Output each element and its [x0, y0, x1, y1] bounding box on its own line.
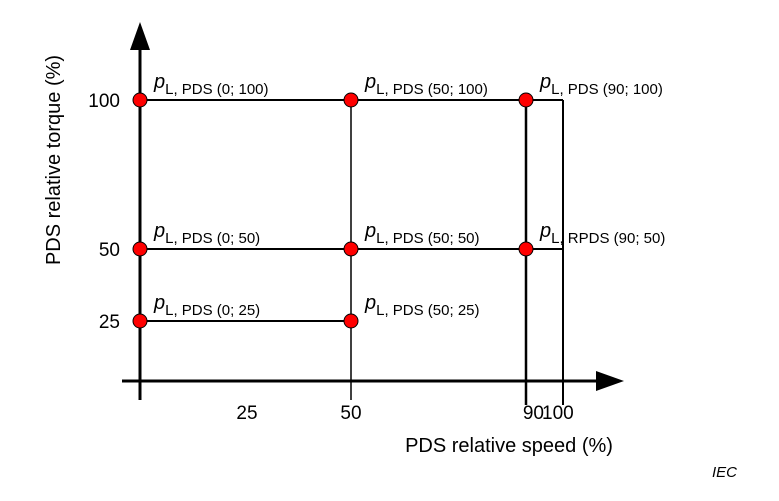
iec-credit: IEC: [712, 464, 737, 481]
operating-point-label: pL, PDS (50; 25): [364, 292, 480, 319]
x-axis-title: PDS relative speed (%): [405, 435, 613, 457]
operating-point-label: pL, PDS (0; 25): [153, 292, 260, 319]
y-axis-arrowhead: [130, 22, 150, 50]
x-axis-arrowhead: [596, 371, 624, 391]
operating-point-marker: [132, 92, 148, 108]
x-tick-50: 50: [340, 403, 361, 424]
y-axis-title: PDS relative torque (%): [43, 55, 65, 265]
operating-point-marker: [132, 241, 148, 257]
operating-point-marker: [343, 92, 359, 108]
y-tick-25: 25: [99, 312, 120, 333]
y-tick-100: 100: [88, 91, 120, 112]
operating-point-marker: [343, 313, 359, 329]
operating-point-label: pL, PDS (90; 100): [539, 71, 663, 98]
x-tick-100: 100: [542, 403, 574, 424]
operating-point-label: pL, PDS (0; 100): [153, 71, 269, 98]
operating-point-marker: [343, 241, 359, 257]
operating-point-marker: [518, 241, 534, 257]
y-tick-50: 50: [99, 240, 120, 261]
operating-point-marker: [518, 92, 534, 108]
x-tick-25: 25: [236, 403, 257, 424]
operating-point-marker: [132, 313, 148, 329]
operating-point-markers: [132, 92, 534, 329]
operating-point-label: pL, PDS (0; 50): [153, 220, 260, 247]
operating-point-label: pL, PDS (50; 50): [364, 220, 480, 247]
operating-point-label: pL, RPDS (90; 50): [539, 220, 665, 247]
operating-point-labels: pL, PDS (0; 100) pL, PDS (50; 100) pL, PDS…: [153, 71, 665, 319]
operating-point-label: pL, PDS (50; 100): [364, 71, 488, 98]
x-tick-90: 90: [523, 403, 544, 424]
